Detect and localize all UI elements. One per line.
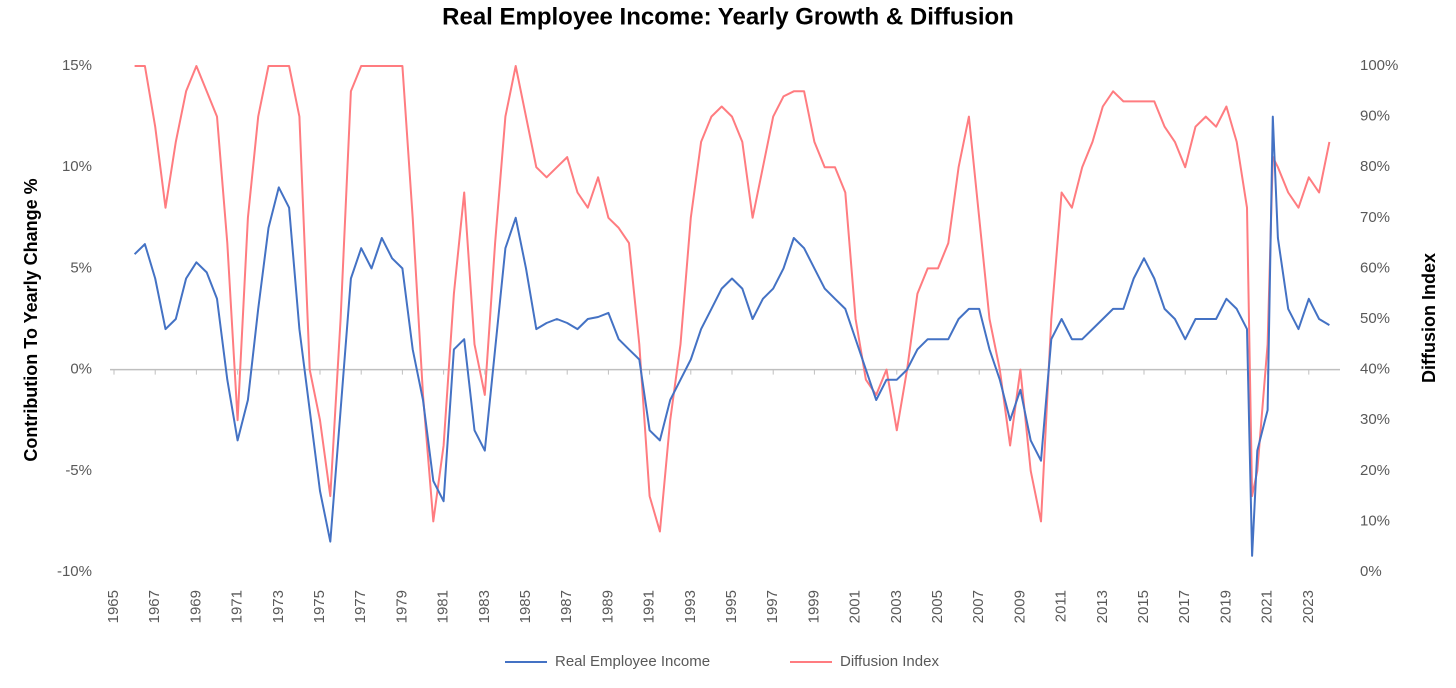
- x-tick-label: 1997: [764, 590, 781, 623]
- x-tick-label: 2001: [847, 590, 864, 623]
- x-tick-label: 1973: [270, 590, 287, 623]
- y-axis-title: Contribution To Yearly Change %: [21, 178, 41, 461]
- y-tick-label: -5%: [65, 462, 92, 479]
- y-tick-label: 10%: [62, 158, 92, 175]
- y-tick-label: 5%: [70, 259, 92, 276]
- x-tick-label: 1985: [517, 590, 534, 623]
- x-tick-label: 2013: [1094, 590, 1111, 623]
- series-line: [133, 115, 1330, 557]
- y2-tick-label: 70%: [1360, 209, 1390, 226]
- x-tick-label: 2009: [1011, 590, 1028, 623]
- y-tick-label: -10%: [57, 563, 92, 580]
- series-line: [134, 65, 1331, 533]
- y2-axis-title: Diffusion Index: [1419, 253, 1439, 383]
- x-tick-label: 1989: [599, 590, 616, 623]
- x-tick-label: 1983: [476, 590, 493, 623]
- x-tick-label: 2021: [1259, 590, 1276, 623]
- y2-tick-label: 10%: [1360, 512, 1390, 529]
- x-tick-label: 1967: [146, 590, 163, 623]
- x-tick-label: 1999: [805, 590, 822, 623]
- y2-tick-label: 50%: [1360, 310, 1390, 327]
- x-tick-label: 1969: [187, 590, 204, 623]
- y2-tick-label: 40%: [1360, 361, 1390, 378]
- x-tick-label: 1977: [352, 590, 369, 623]
- x-tick-label: 1995: [723, 590, 740, 623]
- x-tick-label: 2015: [1135, 590, 1152, 623]
- x-tick-label: 1965: [105, 590, 122, 623]
- y2-tick-label: 30%: [1360, 411, 1390, 428]
- y2-tick-label: 60%: [1360, 259, 1390, 276]
- y-tick-label: 15%: [62, 57, 92, 74]
- x-tick-label: 1971: [229, 590, 246, 623]
- x-tick-label: 1991: [641, 590, 658, 623]
- legend-label: Diffusion Index: [840, 653, 939, 670]
- y2-tick-label: 80%: [1360, 158, 1390, 175]
- x-tick-label: 1981: [435, 590, 452, 623]
- x-tick-label: 2011: [1053, 590, 1070, 622]
- x-tick-label: 2005: [929, 590, 946, 623]
- x-tick-label: 1979: [393, 590, 410, 623]
- y2-tick-label: 0%: [1360, 563, 1382, 580]
- legend-label: Real Employee Income: [555, 653, 710, 670]
- y2-tick-label: 20%: [1360, 462, 1390, 479]
- x-tick-label: 2019: [1217, 590, 1234, 623]
- x-tick-label: 2007: [970, 590, 987, 623]
- x-tick-label: 1975: [311, 590, 328, 623]
- x-tick-label: 1993: [682, 590, 699, 623]
- x-tick-label: 1987: [558, 590, 575, 623]
- y-tick-label: 0%: [70, 361, 92, 378]
- x-tick-label: 2017: [1176, 590, 1193, 623]
- x-tick-label: 2023: [1300, 590, 1317, 623]
- y2-tick-label: 100%: [1360, 57, 1398, 74]
- y2-tick-label: 90%: [1360, 108, 1390, 125]
- x-tick-label: 2003: [888, 590, 905, 623]
- chart-title: Real Employee Income: Yearly Growth & Di…: [442, 3, 1014, 30]
